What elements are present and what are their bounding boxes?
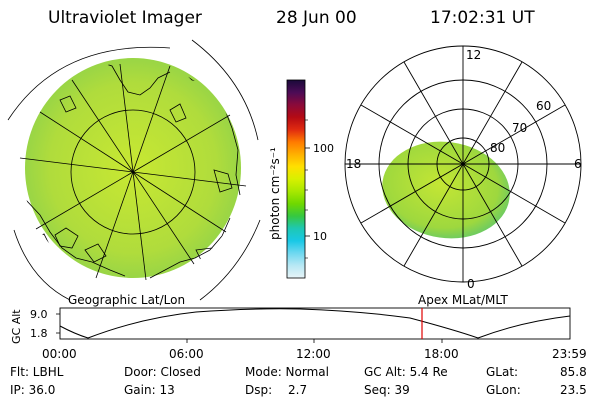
timeline-xtick-1800: 18:00 xyxy=(424,347,459,361)
colorbar-strip xyxy=(286,79,306,279)
timeline-xtick-0600: 06:00 xyxy=(169,347,204,361)
glat-value: 85.8 xyxy=(560,365,587,379)
timeline-xtick-0000: 00:00 xyxy=(42,347,77,361)
colorbar-tick-100: 100 xyxy=(313,142,334,155)
glat-label: GLat: xyxy=(486,365,519,379)
timeline-frame xyxy=(59,307,571,340)
magnetic-polar-plot: 12 18 6 0 60 70 80 xyxy=(344,45,582,291)
geographic-caption: Geographic Lat/Lon xyxy=(68,293,185,307)
colorbar-label: photon cm⁻²s⁻¹ xyxy=(268,147,282,240)
ip-info: IP: 36.0 xyxy=(10,383,56,397)
altitude-timeline: GC Alt 9.0 1.8 00:00 06:00 12:00 18:00 2… xyxy=(10,307,587,361)
altitude-curve xyxy=(59,308,571,339)
mlat-label-70: 70 xyxy=(512,121,527,135)
mode-info: Mode: Normal xyxy=(245,365,329,379)
filter-info: Flt: LBHL xyxy=(10,365,64,379)
timeline-ylabel: GC Alt xyxy=(10,309,23,344)
mlt-label-12: 12 xyxy=(466,48,481,62)
colorbar: 100 10 photon cm⁻²s⁻¹ xyxy=(268,79,334,279)
auroral-image-left xyxy=(25,58,241,278)
glon-label: GLon: xyxy=(486,383,521,397)
glon-value: 23.5 xyxy=(560,383,587,397)
door-info: Door: Closed xyxy=(124,365,201,379)
auroral-oval-right xyxy=(382,141,510,239)
dsp-value: 2.7 xyxy=(288,383,308,397)
lat-lon-grid xyxy=(7,39,261,301)
timeline-ytick-9: 9.0 xyxy=(30,308,48,321)
colorbar-tick-10: 10 xyxy=(313,230,327,243)
mlat-label-60: 60 xyxy=(536,99,551,113)
time-label: 17:02:31 UT xyxy=(430,8,535,28)
instrument-title: Ultraviolet Imager xyxy=(48,8,202,28)
mlt-label-18: 18 xyxy=(346,157,361,171)
mlt-label-6: 6 xyxy=(574,157,582,171)
mlt-label-0: 0 xyxy=(467,277,475,291)
apex-caption: Apex MLat/MLT xyxy=(418,293,508,307)
timeline-ytick-1-8: 1.8 xyxy=(30,327,48,340)
timeline-xtick-2359: 23:59 xyxy=(552,347,587,361)
dsp-label: Dsp: xyxy=(245,383,273,397)
mlat-label-80: 80 xyxy=(490,141,505,155)
geographic-map xyxy=(7,39,261,301)
gc-alt-info: GC Alt: 5.4 Re xyxy=(364,365,448,379)
seq-info: Seq: 39 xyxy=(364,383,410,397)
date-label: 28 Jun 00 xyxy=(276,8,357,28)
polar-grid xyxy=(344,45,582,283)
gain-info: Gain: 13 xyxy=(124,383,175,397)
timeline-xtick-1200: 12:00 xyxy=(296,347,331,361)
